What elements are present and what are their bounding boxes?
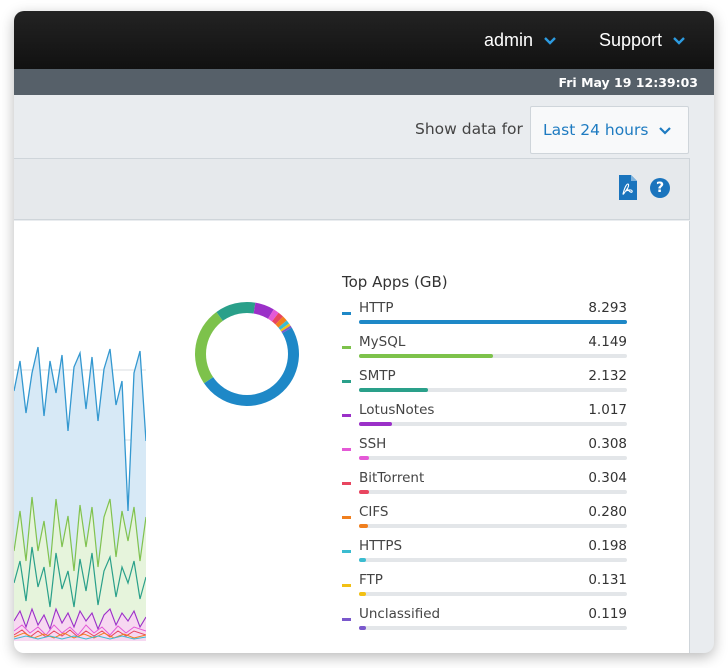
app-bar-track xyxy=(359,422,627,426)
app-name: SMTP xyxy=(359,368,396,384)
legend-swatch xyxy=(342,380,351,383)
app-bar-fill xyxy=(359,592,366,596)
traffic-area-chart xyxy=(14,346,146,641)
app-row[interactable]: HTTPS 0.198 xyxy=(342,538,627,562)
chevron-down-icon xyxy=(672,30,686,51)
app-bar-track xyxy=(359,626,627,630)
app-name: FTP xyxy=(359,572,383,588)
app-row[interactable]: MySQL 4.149 xyxy=(342,334,627,358)
app-bar-fill xyxy=(359,626,366,630)
app-name: BitTorrent xyxy=(359,470,425,486)
app-bar-fill xyxy=(359,456,369,460)
app-value: 0.198 xyxy=(588,538,627,554)
app-value: 4.149 xyxy=(588,334,627,350)
app-row[interactable]: SSH 0.308 xyxy=(342,436,627,460)
app-bar-fill xyxy=(359,422,392,426)
chevron-down-icon xyxy=(543,30,557,51)
app-bar-track xyxy=(359,524,627,528)
legend-swatch xyxy=(342,346,351,349)
time-range-value: Last 24 hours xyxy=(543,121,649,139)
help-icon[interactable]: ? xyxy=(650,178,670,198)
app-bar-track xyxy=(359,320,627,324)
app-bar-fill xyxy=(359,320,627,324)
user-menu-label: admin xyxy=(484,29,534,50)
app-name: MySQL xyxy=(359,334,406,350)
cifs-series-line xyxy=(14,632,146,639)
chevron-down-icon xyxy=(658,123,672,141)
app-name: LotusNotes xyxy=(359,402,435,418)
app-bar-track xyxy=(359,490,627,494)
app-bar-track xyxy=(359,592,627,596)
app-row[interactable]: CIFS 0.280 xyxy=(342,504,627,528)
app-name: Unclassified xyxy=(359,606,441,622)
legend-swatch xyxy=(342,516,351,519)
http-series-line xyxy=(14,346,146,512)
app-row[interactable]: SMTP 2.132 xyxy=(342,368,627,392)
app-bar-fill xyxy=(359,388,428,392)
app-name: SSH xyxy=(359,436,387,452)
legend-swatch xyxy=(342,312,351,315)
legend-swatch xyxy=(342,550,351,553)
show-data-label: Show data for xyxy=(415,120,523,138)
legend-swatch xyxy=(342,482,351,485)
support-menu-label: Support xyxy=(599,29,663,50)
app-row[interactable]: LotusNotes 1.017 xyxy=(342,402,627,426)
app-name: HTTP xyxy=(359,300,394,316)
app-value: 1.017 xyxy=(588,402,627,418)
app-row[interactable]: Unclassified 0.119 xyxy=(342,606,627,630)
app-value: 2.132 xyxy=(588,368,627,384)
app-bar-track xyxy=(359,388,627,392)
app-bar-fill xyxy=(359,558,366,562)
app-bar-fill xyxy=(359,354,494,358)
app-bar-track xyxy=(359,354,627,358)
mysql-series-line xyxy=(14,496,146,572)
app-value: 0.119 xyxy=(588,606,627,622)
app-bar-fill xyxy=(359,490,369,494)
app-row[interactable]: FTP 0.131 xyxy=(342,572,627,596)
app-window: admin Support Fri May 19 12:39:03 Show d… xyxy=(14,11,714,653)
legend-swatch xyxy=(342,618,351,621)
app-value: 0.131 xyxy=(588,572,627,588)
panel-body: Top Apps (GB) HTTP 8.293 MySQL 4.149 SMTP 2.1… xyxy=(14,221,690,653)
filter-toolbar: Show data for Last 24 hours xyxy=(14,95,714,157)
app-value: 8.293 xyxy=(588,300,627,316)
top-apps-title: Top Apps (GB) xyxy=(342,273,448,291)
app-bar-fill xyxy=(359,524,369,528)
pdf-export-icon[interactable] xyxy=(618,174,638,201)
app-name: CIFS xyxy=(359,504,389,520)
app-bar-track xyxy=(359,558,627,562)
top-navigation-bar: admin Support xyxy=(14,11,714,69)
top-apps-donut-chart xyxy=(195,302,299,406)
time-range-select[interactable]: Last 24 hours xyxy=(530,106,689,154)
ssh-series-line xyxy=(14,624,146,636)
status-bar: Fri May 19 12:39:03 xyxy=(14,69,714,95)
support-menu[interactable]: Support xyxy=(599,11,686,69)
panel-header: ? xyxy=(14,158,690,220)
user-menu[interactable]: admin xyxy=(484,11,557,69)
app-name: HTTPS xyxy=(359,538,403,554)
donut-hole xyxy=(206,313,288,395)
app-value: 0.308 xyxy=(588,436,627,452)
app-bar-track xyxy=(359,456,627,460)
legend-swatch xyxy=(342,448,351,451)
legend-swatch xyxy=(342,414,351,417)
https-series-line xyxy=(14,635,146,640)
current-datetime: Fri May 19 12:39:03 xyxy=(558,74,698,90)
legend-swatch xyxy=(342,584,351,587)
app-row[interactable]: BitTorrent 0.304 xyxy=(342,470,627,494)
app-value: 0.280 xyxy=(588,504,627,520)
app-value: 0.304 xyxy=(588,470,627,486)
lotusnotes-series-line xyxy=(14,607,146,631)
app-row[interactable]: HTTP 8.293 xyxy=(342,300,627,324)
smtp-series-line xyxy=(14,546,146,608)
